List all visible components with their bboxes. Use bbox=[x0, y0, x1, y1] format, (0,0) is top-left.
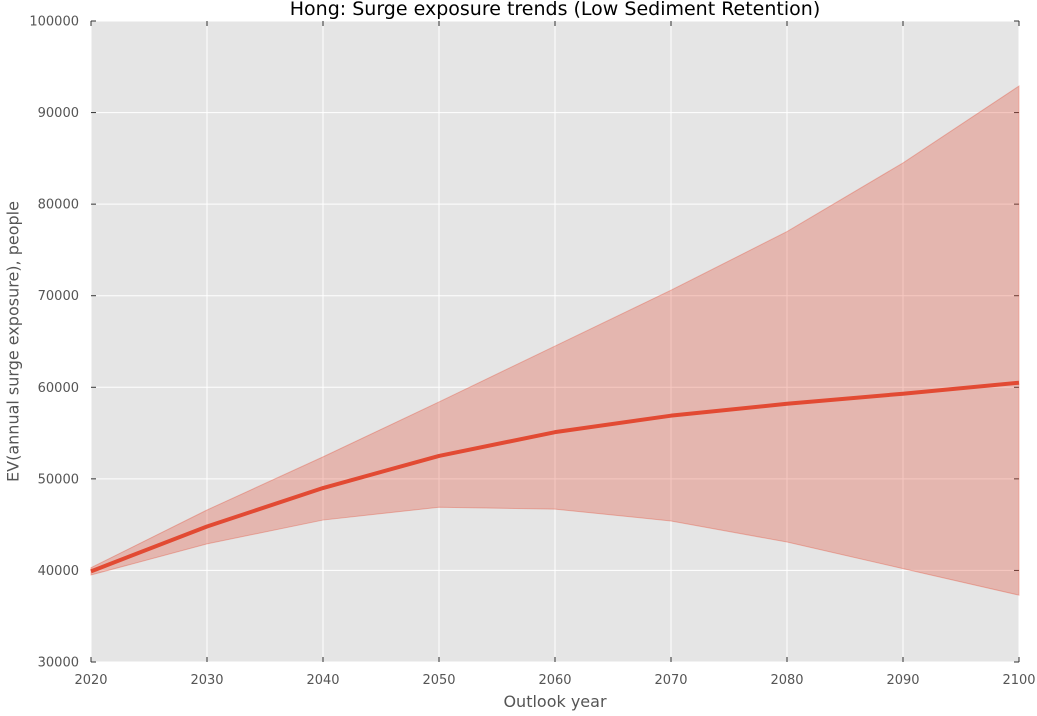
x-tick-label: 2090 bbox=[886, 673, 919, 688]
series-line bbox=[90, 380, 1020, 574]
y-tick-label: 70000 bbox=[38, 289, 79, 304]
y-axis-label: EV(annual surge exposure), people bbox=[4, 201, 23, 482]
tick-marks bbox=[90, 20, 1020, 663]
y-tick-labels: 30000 40000 50000 60000 70000 80000 90000 10000… bbox=[29, 15, 79, 671]
x-tick-label: 2070 bbox=[654, 673, 687, 688]
y-tick-label: 100000 bbox=[29, 15, 79, 30]
y-tick-label: 90000 bbox=[38, 106, 79, 121]
y-tick-label: 30000 bbox=[38, 656, 79, 671]
x-tick-label: 2080 bbox=[770, 673, 803, 688]
x-tick-label: 2020 bbox=[74, 673, 107, 688]
chart-title: Hong: Surge exposure trends (Low Sedimen… bbox=[290, 0, 820, 20]
x-tick-labels: 2020 2030 2040 2050 2060 2070 2080 2090 2100 bbox=[74, 673, 1035, 688]
x-tick-label: 2060 bbox=[538, 673, 571, 688]
x-tick-label: 2040 bbox=[306, 673, 339, 688]
x-tick-label: 2030 bbox=[190, 673, 223, 688]
uncertainty-band bbox=[90, 85, 1020, 596]
y-tick-label: 50000 bbox=[38, 472, 79, 487]
y-tick-label: 40000 bbox=[38, 564, 79, 579]
x-axis-label: Outlook year bbox=[503, 692, 607, 711]
y-tick-label: 60000 bbox=[38, 381, 79, 396]
x-tick-label: 2100 bbox=[1002, 673, 1035, 688]
y-tick-label: 80000 bbox=[38, 198, 79, 213]
x-tick-label: 2050 bbox=[422, 673, 455, 688]
